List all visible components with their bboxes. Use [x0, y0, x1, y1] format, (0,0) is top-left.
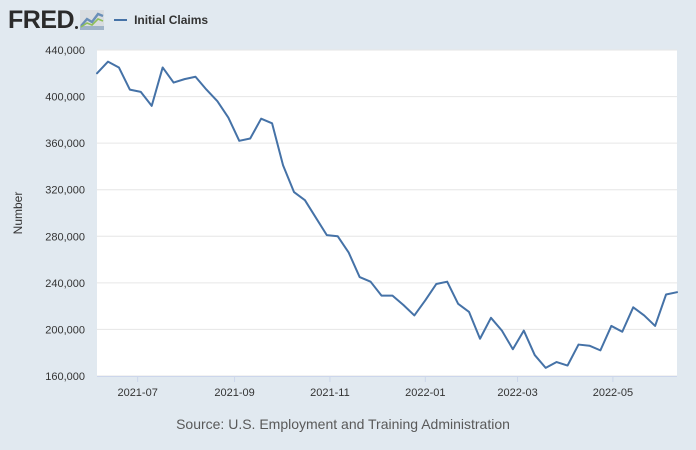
- legend-label: Initial Claims: [134, 13, 209, 27]
- plot-area: [97, 50, 677, 376]
- y-tick-label: 160,000: [45, 371, 85, 383]
- y-tick-label: 400,000: [45, 92, 85, 104]
- legend-swatch: [114, 19, 128, 21]
- fred-logo[interactable]: FRED: [8, 5, 105, 34]
- x-tick-label: 2022-01: [405, 387, 445, 399]
- y-tick-label: 240,000: [45, 278, 85, 290]
- fred-logo-text: FRED: [8, 5, 75, 34]
- x-tick-label: 2021-07: [117, 387, 157, 399]
- y-axis: 160,000 200,000 240,000 280,000 320,000 360,0…: [45, 45, 85, 383]
- y-tick-label: 320,000: [45, 185, 85, 197]
- y-tick-label: 440,000: [45, 45, 85, 57]
- y-tick-label: 200,000: [45, 324, 85, 336]
- series-layer: [96, 60, 678, 369]
- chart-header: FRED Initial Claims: [8, 6, 208, 34]
- x-tick-label: 2022-05: [593, 387, 633, 399]
- x-axis: 2021-07 2021-09 2021-11 2022-01 2022-03 2022-…: [97, 376, 677, 399]
- trend-line-chart-icon: [80, 10, 105, 30]
- legend: Initial Claims: [114, 13, 208, 27]
- x-tick-label: 2021-09: [214, 387, 254, 399]
- y-axis-title: Number: [11, 192, 25, 235]
- y-tick-label: 280,000: [45, 231, 85, 243]
- y-tick-label: 360,000: [45, 138, 85, 150]
- series-line[interactable]: [96, 60, 678, 369]
- x-tick-label: 2022-03: [497, 387, 537, 399]
- x-tick-label: 2021-11: [310, 387, 350, 399]
- source-note: Source: U.S. Employment and Training Adm…: [176, 416, 510, 432]
- logo-dot: [75, 25, 79, 29]
